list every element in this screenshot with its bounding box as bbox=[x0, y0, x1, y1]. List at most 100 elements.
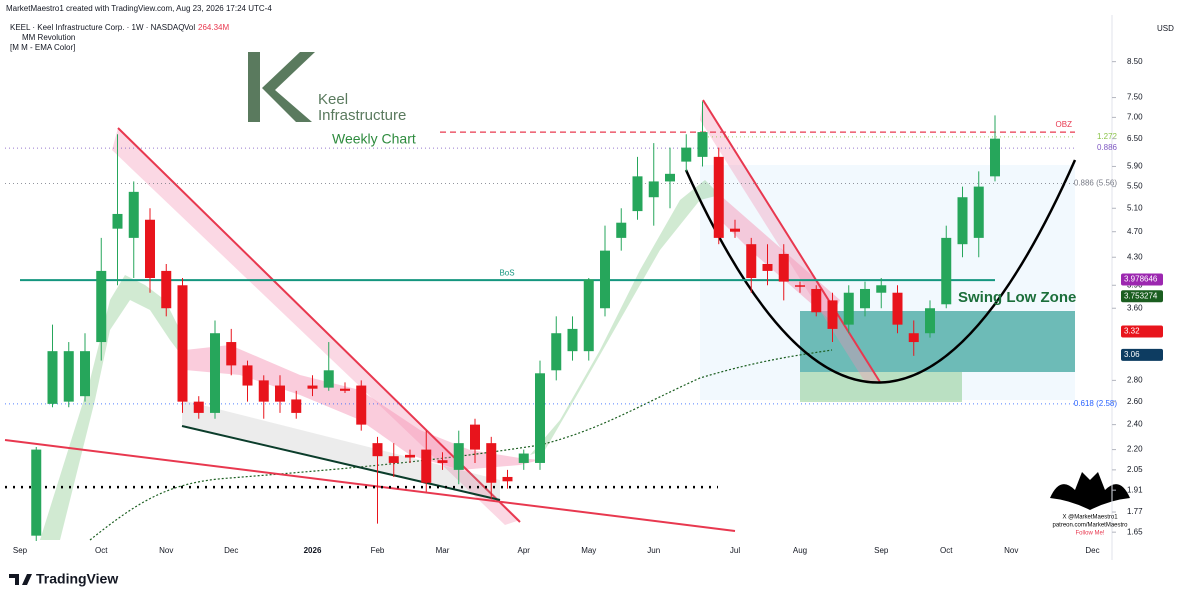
symbol: KEEL · Keel Infrastructure Corp. · 1W · … bbox=[10, 23, 184, 32]
candle-body bbox=[518, 453, 529, 463]
price-tag bbox=[1121, 348, 1163, 361]
candle-body bbox=[908, 333, 919, 343]
candle-body bbox=[681, 147, 692, 162]
candle-body bbox=[226, 342, 237, 366]
candle-body bbox=[795, 285, 805, 287]
y-tick-label: 7.00 bbox=[1127, 112, 1143, 121]
x-tick-label: Aug bbox=[793, 546, 807, 555]
logo-text: Infrastructure bbox=[318, 107, 406, 124]
candle-body bbox=[161, 270, 172, 309]
candle-body bbox=[470, 424, 480, 450]
candle-body bbox=[193, 401, 204, 413]
watermark: Follow Me! bbox=[1075, 531, 1104, 537]
fib-label: 0.618 (2.58) bbox=[1074, 399, 1117, 408]
candle-body bbox=[242, 365, 253, 386]
x-tick-label: Oct bbox=[940, 546, 953, 555]
candle-body bbox=[746, 244, 757, 278]
x-tick-label: Jun bbox=[647, 546, 660, 555]
watermark-icon bbox=[1050, 472, 1130, 510]
candle-body bbox=[616, 222, 627, 238]
price-tag bbox=[1121, 325, 1163, 338]
y-tick-label: 7.50 bbox=[1127, 93, 1143, 102]
candle-body bbox=[973, 186, 984, 238]
price-tag-label: 3.06 bbox=[1124, 350, 1140, 359]
candle-body bbox=[632, 176, 643, 212]
price-tag bbox=[1121, 273, 1163, 286]
y-tick-label: 5.50 bbox=[1127, 182, 1143, 191]
candle-body bbox=[291, 399, 302, 413]
trend-line bbox=[117, 127, 521, 523]
candle-body bbox=[583, 279, 594, 352]
x-tick-label: Nov bbox=[1004, 546, 1018, 555]
demand-zone bbox=[800, 372, 962, 402]
level-label: OBZ bbox=[1056, 120, 1073, 129]
y-tick-label: 4.70 bbox=[1127, 227, 1143, 236]
logo-text: Keel bbox=[318, 91, 348, 108]
x-tick-label: Apr bbox=[518, 546, 531, 555]
y-tick-label: 8.50 bbox=[1127, 57, 1143, 66]
x-tick-label: Dec bbox=[224, 546, 238, 555]
y-tick-label: 3.60 bbox=[1127, 303, 1143, 312]
candle-body bbox=[340, 388, 350, 391]
currency: USD bbox=[1157, 24, 1174, 33]
candle-body bbox=[713, 156, 724, 238]
brand-icon bbox=[9, 574, 32, 585]
candle-body bbox=[177, 285, 188, 402]
candle-body bbox=[112, 213, 123, 229]
y-tick-label: 5.90 bbox=[1127, 162, 1143, 171]
candle-body bbox=[145, 219, 155, 278]
volume-value: 264.34M bbox=[198, 23, 229, 32]
candle-body bbox=[990, 138, 1000, 177]
candle-body bbox=[778, 253, 789, 282]
candle-body bbox=[63, 351, 74, 402]
candle-body bbox=[96, 270, 107, 343]
volume-label: Vol bbox=[184, 23, 195, 32]
zone-label: Swing Low Zone bbox=[958, 289, 1076, 306]
chart-title: Weekly Chart bbox=[332, 131, 416, 147]
candle-body bbox=[47, 351, 58, 404]
candle-body bbox=[648, 181, 659, 198]
trend-shade bbox=[112, 128, 520, 525]
y-tick-label: 5.10 bbox=[1127, 203, 1143, 212]
candle-body bbox=[372, 443, 383, 457]
candle-body bbox=[762, 263, 773, 271]
candle-body bbox=[730, 228, 740, 232]
candle-body bbox=[502, 476, 513, 482]
y-tick-label: 2.05 bbox=[1127, 465, 1143, 474]
candle-body bbox=[843, 292, 854, 325]
x-tick-label: May bbox=[581, 546, 596, 555]
candle-body bbox=[486, 443, 497, 483]
price-tag-label: 3.753274 bbox=[1124, 291, 1158, 300]
x-tick-label: Jul bbox=[730, 546, 740, 555]
x-tick-label: Sep bbox=[13, 546, 28, 555]
indicator: [M M - EMA Color] bbox=[10, 43, 75, 52]
x-tick-label: 2026 bbox=[304, 546, 322, 555]
y-tick-label: 1.77 bbox=[1127, 507, 1143, 516]
candle-body bbox=[665, 173, 675, 182]
y-tick-label: 1.91 bbox=[1127, 485, 1143, 494]
ema-ribbon bbox=[40, 275, 185, 540]
fib-label: 0.886 (5.56) bbox=[1074, 179, 1117, 188]
fib-label: 0.886 bbox=[1097, 143, 1118, 152]
candle-body bbox=[551, 333, 562, 371]
y-tick-label: 2.20 bbox=[1127, 445, 1143, 454]
level-label: BoS bbox=[499, 268, 514, 277]
indicator: MM Revolution bbox=[22, 33, 75, 42]
plot: 1.272 0.886 0.886 (5.56) 0.618 (2.58) BoS OBZ bbox=[5, 101, 1118, 541]
fib-label: 1.272 bbox=[1097, 132, 1118, 141]
candle-body bbox=[876, 285, 887, 293]
candle-body bbox=[421, 449, 432, 483]
candle-body bbox=[307, 385, 318, 389]
y-tick-label: 1.65 bbox=[1127, 527, 1143, 536]
trend-line bbox=[4, 439, 736, 532]
x-tick-label: Dec bbox=[1085, 546, 1099, 555]
y-tick-label: 4.30 bbox=[1127, 252, 1143, 261]
credit: MarketMaestro1 created with TradingView.… bbox=[6, 4, 272, 13]
x-tick-label: Nov bbox=[159, 546, 173, 555]
candle-body bbox=[388, 456, 399, 463]
wedge-shade bbox=[182, 400, 500, 500]
watermark: X @MarketMaestro1 bbox=[1062, 515, 1118, 521]
candle-body bbox=[437, 460, 448, 463]
candle-body bbox=[80, 351, 90, 397]
